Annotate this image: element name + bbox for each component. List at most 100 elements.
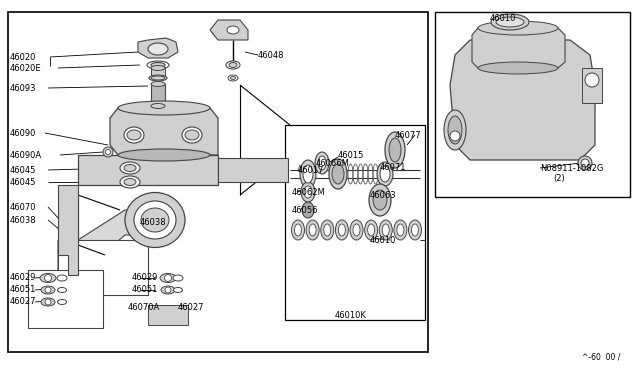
Ellipse shape	[134, 201, 176, 239]
Ellipse shape	[185, 130, 199, 140]
Ellipse shape	[148, 43, 168, 55]
Text: 46062M: 46062M	[292, 187, 326, 196]
Ellipse shape	[491, 14, 529, 30]
Circle shape	[45, 287, 51, 293]
Circle shape	[45, 299, 51, 305]
Ellipse shape	[291, 220, 305, 240]
Circle shape	[164, 275, 172, 282]
Ellipse shape	[367, 224, 374, 236]
Circle shape	[106, 150, 111, 154]
Text: 46071: 46071	[380, 163, 406, 171]
Ellipse shape	[226, 61, 240, 69]
Ellipse shape	[230, 77, 236, 80]
Bar	[28, 270, 103, 328]
Ellipse shape	[324, 224, 331, 236]
Ellipse shape	[448, 116, 462, 144]
Ellipse shape	[124, 127, 144, 143]
Ellipse shape	[147, 61, 169, 69]
Ellipse shape	[41, 298, 55, 306]
Polygon shape	[78, 155, 218, 185]
Ellipse shape	[369, 184, 391, 216]
Text: 46027: 46027	[10, 296, 36, 305]
Ellipse shape	[385, 132, 405, 168]
Ellipse shape	[335, 220, 348, 240]
Text: 46027: 46027	[178, 304, 205, 312]
Text: 46070: 46070	[10, 202, 36, 212]
Text: 46038: 46038	[140, 218, 166, 227]
Ellipse shape	[478, 62, 558, 74]
Text: 46045: 46045	[10, 177, 36, 186]
Ellipse shape	[40, 273, 56, 282]
Ellipse shape	[332, 164, 344, 184]
Ellipse shape	[173, 275, 183, 281]
Ellipse shape	[229, 62, 237, 67]
Ellipse shape	[41, 286, 55, 294]
Ellipse shape	[412, 224, 419, 236]
Ellipse shape	[118, 101, 210, 115]
Ellipse shape	[58, 288, 67, 292]
Bar	[58, 240, 148, 295]
Ellipse shape	[300, 160, 316, 188]
Text: 46038: 46038	[10, 215, 36, 224]
Polygon shape	[58, 210, 145, 275]
Ellipse shape	[365, 220, 378, 240]
Ellipse shape	[478, 21, 558, 35]
Ellipse shape	[315, 152, 329, 174]
Text: 46017: 46017	[298, 166, 324, 174]
Text: 46090: 46090	[10, 128, 36, 138]
Bar	[148, 305, 188, 325]
Ellipse shape	[309, 224, 316, 236]
Ellipse shape	[382, 224, 389, 236]
Text: 46051: 46051	[132, 285, 158, 295]
Text: 46010K: 46010K	[335, 311, 367, 320]
Ellipse shape	[151, 76, 165, 80]
Text: 46056: 46056	[292, 205, 319, 215]
Ellipse shape	[397, 224, 404, 236]
Circle shape	[578, 156, 592, 170]
Bar	[582, 68, 602, 103]
Ellipse shape	[151, 65, 165, 71]
Circle shape	[165, 287, 171, 293]
Ellipse shape	[496, 17, 524, 27]
Text: (2): (2)	[553, 173, 564, 183]
Ellipse shape	[329, 159, 347, 189]
Bar	[8, 12, 428, 352]
Ellipse shape	[120, 162, 140, 174]
Text: N08911-1082G: N08911-1082G	[540, 164, 604, 173]
Ellipse shape	[302, 202, 314, 218]
Ellipse shape	[149, 75, 167, 81]
Text: 46015: 46015	[338, 151, 364, 160]
Text: 46029: 46029	[132, 273, 158, 282]
Polygon shape	[450, 40, 595, 160]
Ellipse shape	[227, 26, 239, 34]
Ellipse shape	[380, 166, 390, 182]
Ellipse shape	[408, 220, 422, 240]
Ellipse shape	[585, 73, 599, 87]
Circle shape	[450, 131, 460, 141]
Ellipse shape	[389, 138, 401, 162]
Text: 46051: 46051	[10, 285, 36, 294]
Text: 46020: 46020	[10, 52, 36, 61]
Ellipse shape	[173, 288, 182, 292]
Ellipse shape	[377, 162, 393, 186]
Text: 46077: 46077	[395, 131, 422, 140]
Ellipse shape	[127, 130, 141, 140]
Ellipse shape	[141, 208, 169, 232]
Text: 46048: 46048	[258, 51, 285, 60]
Ellipse shape	[380, 220, 392, 240]
Polygon shape	[210, 20, 248, 40]
Ellipse shape	[124, 179, 136, 186]
Ellipse shape	[118, 149, 210, 161]
Ellipse shape	[161, 286, 175, 294]
Ellipse shape	[353, 224, 360, 236]
Ellipse shape	[124, 164, 136, 171]
Bar	[151, 68, 165, 78]
Ellipse shape	[57, 275, 67, 281]
Text: 46066M: 46066M	[316, 158, 350, 167]
Ellipse shape	[58, 299, 67, 305]
Text: 46045: 46045	[10, 166, 36, 174]
Text: 46063: 46063	[370, 190, 397, 199]
Ellipse shape	[294, 224, 301, 236]
Polygon shape	[58, 185, 78, 275]
Ellipse shape	[160, 273, 176, 282]
